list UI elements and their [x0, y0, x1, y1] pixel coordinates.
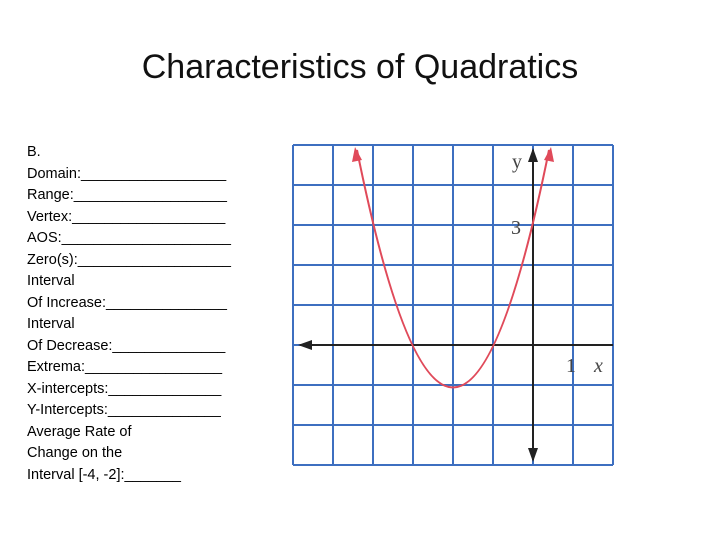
tick-label: 3 — [511, 217, 521, 239]
arrow — [528, 448, 538, 462]
axes — [300, 150, 613, 460]
worksheet-line: Extrema:_________________ — [27, 359, 223, 375]
slide-title: Characteristics of Quadratics — [141, 48, 579, 86]
arrow — [528, 148, 538, 162]
grid — [292, 144, 614, 466]
worksheet-line: Change on the — [27, 445, 123, 461]
arrow — [544, 147, 554, 162]
worksheet-line: Interval [-4, -2]:_______ — [27, 466, 181, 483]
axis-label: x — [593, 355, 603, 377]
worksheet-line: X-intercepts:______________ — [27, 380, 222, 397]
tick-label: 1 — [566, 355, 576, 377]
worksheet-line: AOS:_____________________ — [27, 230, 231, 246]
worksheet-line: Range:___________________ — [27, 187, 227, 203]
worksheet-line: Vertex:___________________ — [27, 208, 226, 225]
worksheet-lines: B. Domain:__________________ Range:_______… — [27, 142, 231, 486]
worksheet-line: Zero(s):___________________ — [27, 251, 231, 268]
worksheet-line: Average Rate of — [27, 423, 132, 440]
axis-label: y — [512, 151, 522, 173]
arrow — [298, 340, 312, 350]
worksheet-line: Interval — [27, 316, 75, 332]
worksheet-line: Y-Intercepts:______________ — [27, 402, 221, 418]
worksheet-line: Of Increase:_______________ — [27, 294, 227, 311]
parabola — [356, 149, 550, 389]
worksheet-line: Interval — [27, 273, 75, 289]
worksheet-line: B. — [27, 144, 41, 160]
worksheet-line: Of Decrease:______________ — [27, 337, 226, 354]
worksheet-line: Domain:__________________ — [27, 165, 227, 182]
arrow — [352, 147, 362, 162]
